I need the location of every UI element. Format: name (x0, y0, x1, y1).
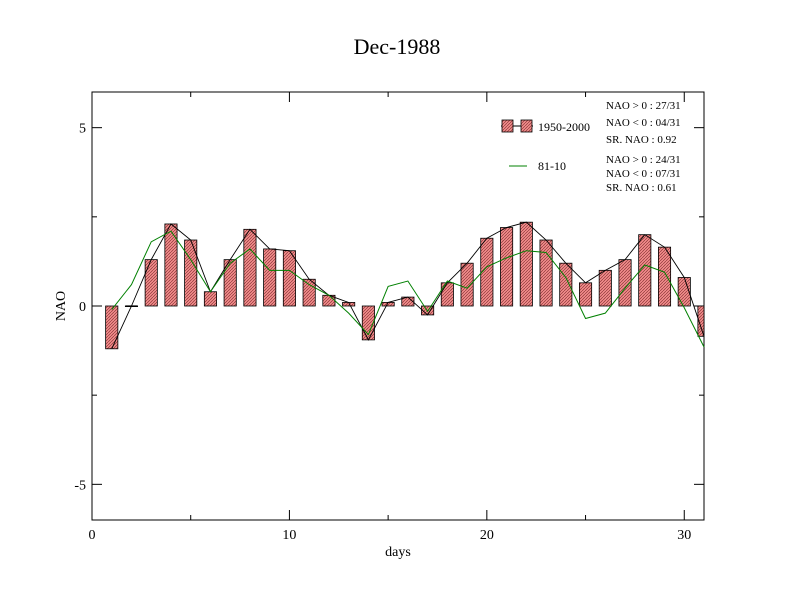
bar-day-5 (184, 239, 198, 307)
x-tick-label-10: 10 (282, 528, 296, 543)
bar-day-24 (559, 262, 573, 307)
stat-8110-neg: NAO < 0 : 07/31 (606, 168, 681, 180)
bar-day-9 (263, 248, 277, 307)
bar-day-31 (697, 305, 705, 337)
bar-day-29 (657, 246, 672, 307)
chart-title: Dec-1988 (354, 34, 441, 59)
x-tick-label-0: 0 (89, 528, 96, 543)
line-series (111, 221, 705, 349)
y-axis-label: NAO (54, 291, 69, 321)
stat-8110-pos: NAO > 0 : 24/31 (606, 154, 681, 166)
legend: 1950-2000 81-10 NAO > 0 : 27/31 NAO < 0 … (501, 100, 681, 194)
legend-label-1950-2000: 1950-2000 (538, 120, 590, 134)
bar-day-22 (519, 221, 533, 307)
axis-ticks (91, 92, 704, 520)
x-tick-label-20: 20 (480, 528, 494, 543)
bar-series (105, 221, 705, 350)
bar-day-21 (500, 227, 514, 307)
stat-1950-pos: NAO > 0 : 27/31 (606, 100, 681, 112)
y-tick-label-5: 5 (79, 122, 86, 137)
bar-day-25 (579, 282, 593, 307)
x-tick-label-30: 30 (677, 528, 691, 543)
bar-day-23 (539, 239, 553, 307)
bar-day-3 (144, 259, 158, 307)
bar-day-19 (460, 262, 474, 307)
y-tick-label-minus-5: -5 (74, 478, 86, 493)
legend-bar-swatch-left (501, 119, 514, 133)
bar-day-26 (598, 269, 612, 307)
stat-8110-sr: SR. NAO : 0.61 (606, 182, 677, 194)
legend-bar-swatch-right (520, 119, 533, 133)
bar-day-10 (282, 250, 296, 307)
bar-day-8 (243, 228, 257, 307)
bar-day-6 (203, 291, 217, 307)
bar-day-4 (164, 223, 178, 307)
bar-day-18 (440, 282, 454, 307)
series-line-1950-2000 (111, 221, 705, 349)
series-line-81-10 (111, 230, 705, 348)
legend-label-81-10: 81-10 (538, 159, 566, 173)
stat-1950-sr: SR. NAO : 0.92 (606, 134, 677, 146)
x-axis-label: days (385, 545, 411, 560)
bar-day-1 (105, 305, 119, 350)
bar-day-30 (677, 277, 691, 307)
stat-1950-neg: NAO < 0 : 04/31 (606, 117, 681, 129)
y-tick-label-0: 0 (79, 300, 86, 315)
